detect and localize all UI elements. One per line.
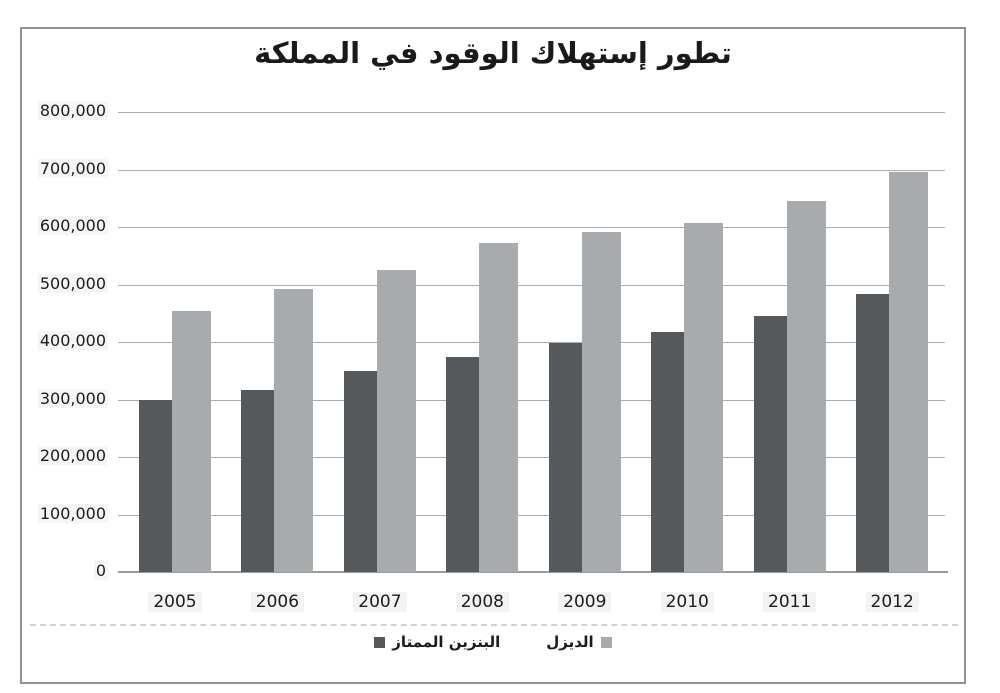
gridline-600,000 [118,227,945,228]
y-axis-tick-label: 200,000 [37,446,108,465]
gridline-500,000 [118,284,945,286]
x-axis-tick-label-2007: 2007 [340,592,420,612]
bar-series1-2005 [139,399,172,572]
y-axis-tick-label: 600,000 [37,216,108,235]
gridline-800,000 [118,112,945,113]
legend-separator-line [30,624,958,626]
y-axis-tick-label: 500,000 [37,273,108,293]
gridline-400,000 [118,342,945,343]
bar-series2-2010 [684,222,724,572]
bar-series1-2009 [548,342,582,572]
gridline-300,000 [118,399,945,401]
legend-label: البنزين الممتاز [392,633,501,651]
x-axis-tick-label-2011: 2011 [750,592,830,612]
bar-series2-2009 [581,231,621,572]
legend-item-2: الديزل [546,633,612,651]
bar-series2-2007 [376,269,416,572]
y-axis-tick-label: 100,000 [37,503,108,523]
bar-series2-2006 [274,289,314,572]
gridline-100,000 [118,514,945,516]
bar-series2-2012 [889,172,929,572]
bar-series1-2012 [856,294,890,572]
y-axis-tick-label: 800,000 [37,101,108,120]
x-axis-tick-label-2006: 2006 [237,592,317,612]
y-axis-tick-label: 700,000 [37,158,108,178]
gridline-700,000 [118,169,945,171]
x-axis-tick-label-2005: 2005 [135,592,215,612]
y-axis-tick-label: 400,000 [37,331,108,350]
legend-item-1: البنزين الممتاز [374,633,500,651]
x-axis-tick-label-2009: 2009 [545,592,625,612]
x-axis-line [118,571,948,573]
bar-series1-2007 [343,371,377,572]
gridline-200,000 [118,457,945,458]
bar-series2-2005 [172,310,211,572]
y-axis-tick-label: 0 [93,561,108,580]
chart-title: تطور إستهلاك الوقود في المملكة [254,36,732,70]
bar-series1-2006 [241,389,275,572]
legend-label: الديزل [546,633,594,651]
bar-series1-2011 [753,315,787,572]
chart-legend: البنزين الممتاز الديزل [20,633,966,651]
x-axis-tick-label-2010: 2010 [647,592,727,612]
y-axis-tick-label: 300,000 [37,388,108,408]
x-axis-tick-label-2008: 2008 [442,592,522,612]
bar-series2-2008 [479,242,519,572]
x-axis-tick-label-2012: 2012 [852,592,932,612]
legend-square-icon [374,636,386,648]
legend-square-icon [600,636,612,648]
bar-series2-2011 [786,201,826,572]
bar-series1-2010 [651,332,685,572]
bar-series1-2008 [446,356,480,572]
